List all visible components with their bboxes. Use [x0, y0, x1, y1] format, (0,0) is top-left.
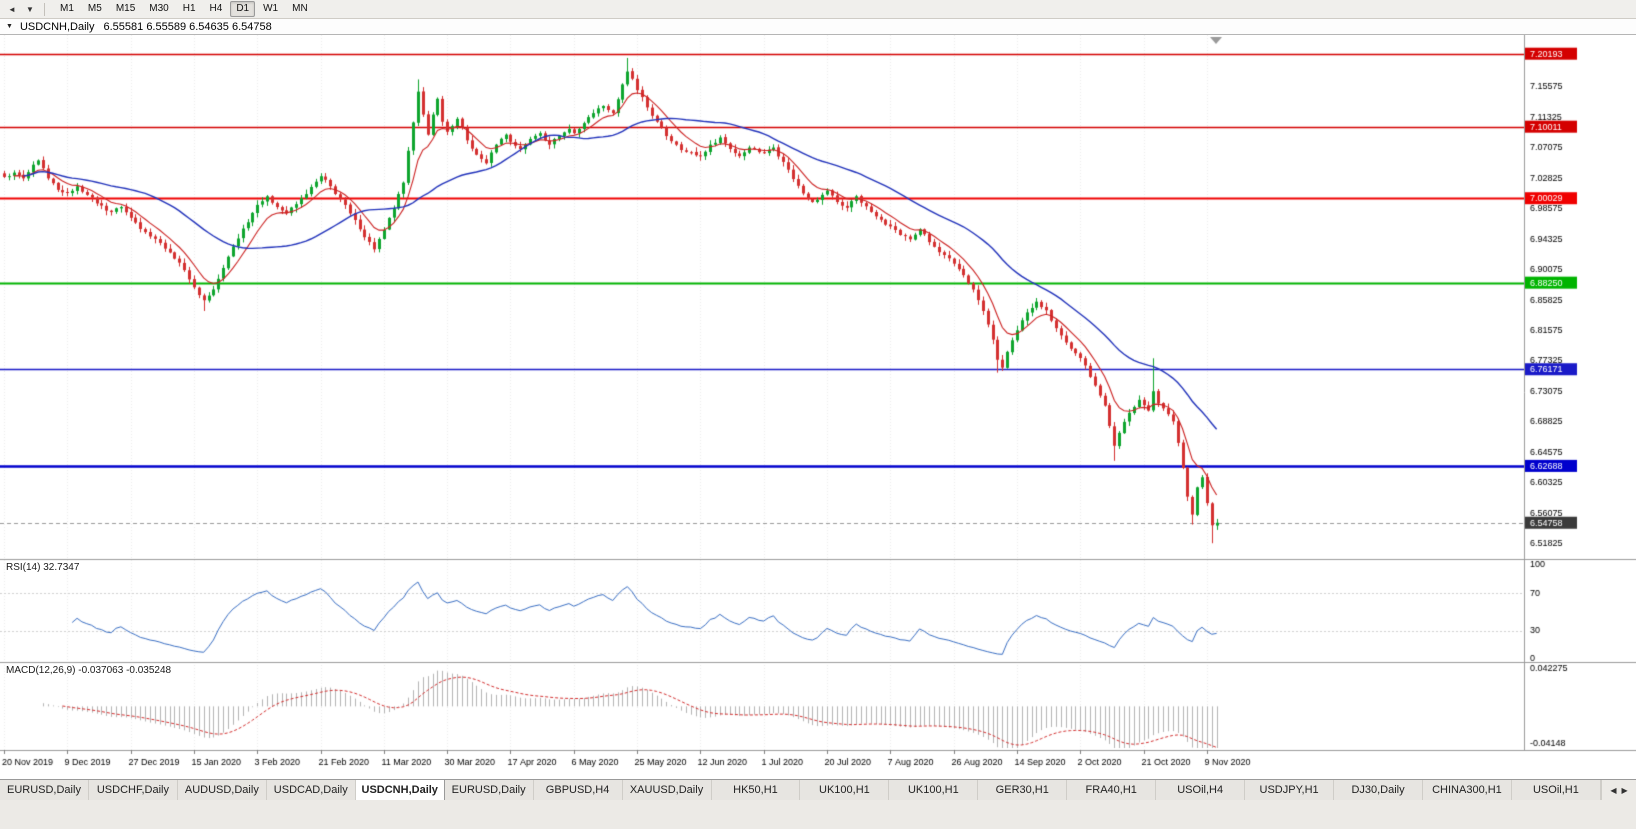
timeframe-button-group: M1 M5 M15 M30 H1 H4 D1 W1 MN [53, 1, 315, 17]
chart-ohlc-values: 6.55581 6.55589 6.54635 6.54758 [103, 20, 272, 33]
chart-tab-usoil-h1[interactable]: USOil,H1 [1511, 780, 1601, 800]
chart-tab-uk100-h1[interactable]: UK100,H1 [800, 780, 890, 800]
timeframe-button-mn[interactable]: MN [292, 3, 308, 14]
timeframe-button-h1[interactable]: H1 [182, 3, 196, 14]
chart-tab-usdchf-daily[interactable]: USDCHF,Daily [88, 780, 178, 800]
chart-tab-eurusd-daily[interactable]: EURUSD,Daily [444, 780, 534, 800]
chart-tab-usdcnh-daily[interactable]: USDCNH,Daily [355, 780, 445, 800]
chart-tab-fra40-h1[interactable]: FRA40,H1 [1067, 780, 1157, 800]
timeframe-button-h4[interactable]: H4 [209, 3, 223, 14]
timeframe-button-m30[interactable]: M30 [149, 3, 169, 14]
timeframe-button-m1[interactable]: M1 [60, 3, 74, 14]
price-chart-canvas[interactable] [0, 35, 1636, 779]
one-click-trading-toggle[interactable]: ▼ [6, 23, 13, 30]
chart-tab-gbpusd-h4[interactable]: GBPUSD,H4 [533, 780, 623, 800]
chart-symbol-period: USDCNH,Daily [19, 20, 95, 33]
chart-tab-ger30-h1[interactable]: GER30,H1 [978, 780, 1068, 800]
chart-tab-xauusd-daily[interactable]: XAUUSD,Daily [622, 780, 712, 800]
tab-scroll-right-icon[interactable]: ▶ [1621, 785, 1628, 795]
timeframe-button-m5[interactable]: M5 [87, 3, 102, 14]
toolbar-arrow-down-icon[interactable]: ▼ [26, 4, 34, 14]
chart-tab-eurusd-daily[interactable]: EURUSD,Daily [0, 780, 89, 800]
toolbar-separator [44, 2, 45, 16]
chart-tab-usdjpy-h1[interactable]: USDJPY,H1 [1245, 780, 1335, 800]
chart-title-bar: ▼ USDCNH,Daily 6.55581 6.55589 6.54635 6… [0, 19, 1636, 35]
chart-tab-usdcad-daily[interactable]: USDCAD,Daily [266, 780, 356, 800]
chart-tab-uk100-h1[interactable]: UK100,H1 [889, 780, 979, 800]
chart-tab-dj30-daily[interactable]: DJ30,Daily [1334, 780, 1423, 800]
chart-tabs: EURUSD,Daily USDCHF,Daily AUDUSD,Daily USDC… [0, 780, 1601, 800]
rsi-indicator-label: RSI(14) 32.7347 [6, 562, 80, 573]
toolbar-icon-group: ◄ ▼ [4, 2, 40, 17]
timeframe-button-m15[interactable]: M15 [115, 3, 136, 14]
top-toolbar: ◄ ▼ M1 M5 M15 M30 H1 H4 D1 W1 MN [0, 0, 1636, 19]
timeframe-button-d1[interactable]: D1 [230, 1, 256, 17]
chart-window: ▼ USDCNH,Daily 6.55581 6.55589 6.54635 6… [0, 19, 1636, 779]
toolbar-arrow-left-icon[interactable]: ◄ [8, 4, 16, 14]
chart-tab-bar: EURUSD,Daily USDCHF,Daily AUDUSD,Daily USDC… [0, 779, 1636, 829]
chart-tab-hk50-h1[interactable]: HK50,H1 [711, 780, 801, 800]
timeframe-button-w1[interactable]: W1 [263, 3, 279, 14]
chart-tab-audusd-daily[interactable]: AUDUSD,Daily [177, 780, 267, 800]
chart-tab-china300-h1[interactable]: CHINA300,H1 [1423, 780, 1512, 800]
tab-scroll-controls: ◀ ▶ [1601, 780, 1636, 800]
macd-indicator-label: MACD(12,26,9) -0.037063 -0.035248 [6, 665, 172, 676]
tab-scroll-left-icon[interactable]: ◀ [1610, 785, 1617, 795]
chart-area: RSI(14) 32.7347 MACD(12,26,9) -0.037063 … [0, 35, 1636, 779]
chart-tab-usoil-h4[interactable]: USOil,H4 [1156, 780, 1246, 800]
